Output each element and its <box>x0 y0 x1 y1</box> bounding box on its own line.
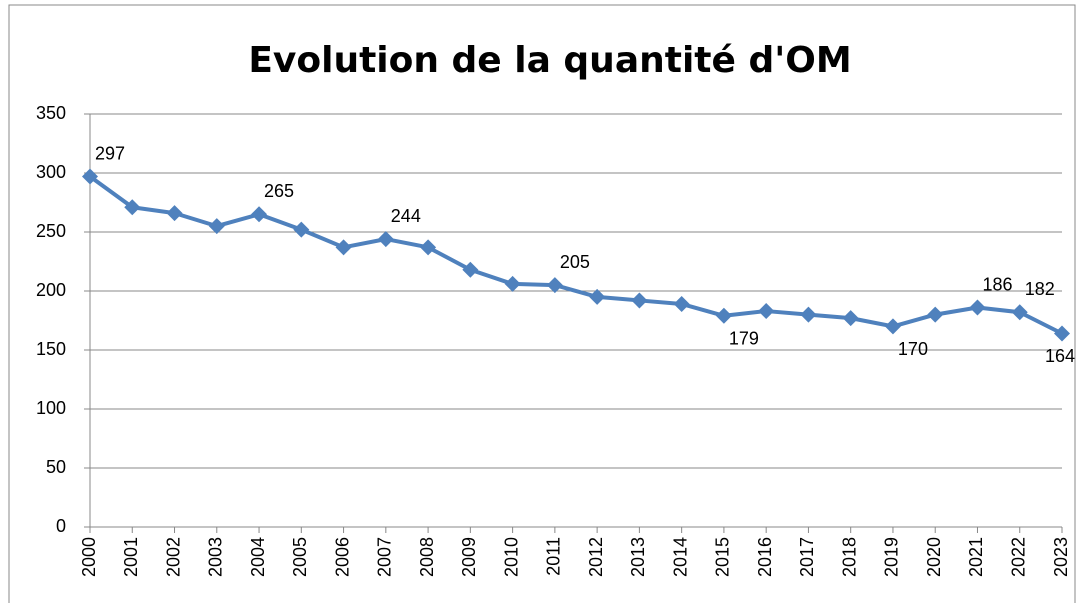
x-tick-label: 2005 <box>290 537 310 577</box>
marker <box>166 205 183 222</box>
x-tick-label: 2008 <box>417 537 437 577</box>
x-tick-label: 2019 <box>882 537 902 577</box>
x-tick-label: 2020 <box>924 537 944 577</box>
marker <box>800 306 817 323</box>
x-tick-label: 2018 <box>839 537 859 577</box>
chart-title: Evolution de la quantité d'OM <box>248 40 851 81</box>
marker <box>462 261 479 278</box>
marker <box>758 303 775 320</box>
data-label: 265 <box>264 181 294 201</box>
marker <box>293 221 310 238</box>
line <box>88 174 1063 336</box>
data-label: 205 <box>560 252 590 272</box>
x-tick-label: 2014 <box>670 537 690 577</box>
x-tick-label: 2012 <box>586 537 606 577</box>
x-tick-label: 2007 <box>375 537 395 577</box>
marker <box>842 310 859 327</box>
x-tick-label: 2017 <box>797 537 817 577</box>
x-tick-label: 2004 <box>248 537 268 577</box>
data-label: 179 <box>729 329 759 349</box>
x-tick-label: 2011 <box>544 537 564 576</box>
x-tick-label: 2023 <box>1051 537 1071 577</box>
marker <box>251 206 268 223</box>
x-tick-label: 2002 <box>163 537 183 577</box>
x-tick-label: 2003 <box>206 537 226 577</box>
x-tick-label: 2010 <box>501 537 521 577</box>
data-label: 164 <box>1045 346 1075 366</box>
marker <box>82 168 98 185</box>
y-tick-label: 0 <box>56 516 66 536</box>
marker <box>546 277 563 294</box>
marker <box>673 295 690 312</box>
marker <box>589 288 606 305</box>
marker <box>124 199 141 216</box>
x-tick-label: 2000 <box>79 537 99 577</box>
chart-border <box>8 4 1076 603</box>
marker <box>335 239 352 256</box>
marker <box>631 292 648 309</box>
y-tick-label: 350 <box>36 103 66 123</box>
x-tick-label: 2022 <box>1008 537 1028 577</box>
x-tick-label: 2001 <box>121 537 141 577</box>
x-tick-label: 2006 <box>332 537 352 577</box>
data-label: 170 <box>898 339 928 359</box>
y-tick-label: 50 <box>46 457 66 477</box>
x-tick-label: 2009 <box>459 537 479 577</box>
marker <box>208 218 225 235</box>
data-label: 297 <box>95 143 125 163</box>
y-tick-label: 300 <box>36 162 66 182</box>
y-tick-label: 250 <box>36 221 66 241</box>
x-tick-label: 2015 <box>713 537 733 577</box>
x-tick-label: 2013 <box>628 537 648 577</box>
x-tick-label: 2021 <box>966 537 986 577</box>
data-label: 182 <box>1025 279 1055 299</box>
y-tick-label: 100 <box>36 398 66 418</box>
marker <box>1054 325 1070 342</box>
marker <box>1011 304 1028 321</box>
y-tick-label: 200 <box>36 280 66 300</box>
marker <box>884 318 901 335</box>
marker <box>927 306 944 323</box>
x-tick-label: 2016 <box>755 537 775 577</box>
marker <box>504 275 521 292</box>
marker <box>969 299 986 316</box>
data-label: 244 <box>391 206 421 226</box>
marker <box>420 239 437 256</box>
marker <box>377 231 394 248</box>
data-label: 186 <box>982 274 1012 294</box>
y-tick-label: 150 <box>36 339 66 359</box>
marker <box>715 307 732 324</box>
